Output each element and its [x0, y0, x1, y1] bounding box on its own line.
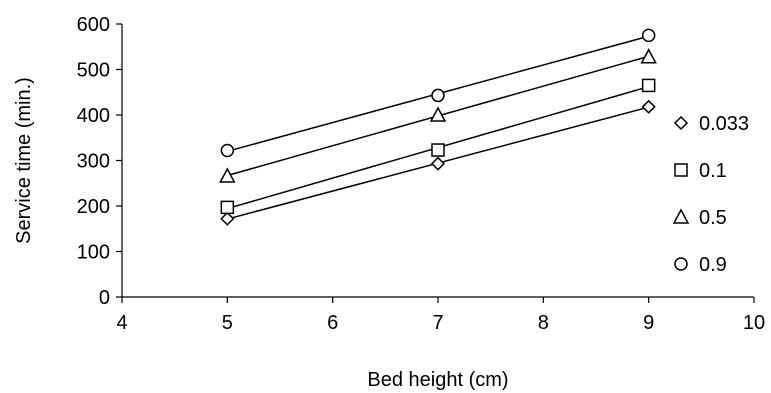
- legend-marker-triangle: [672, 208, 690, 224]
- x-tick-label: 10: [743, 312, 765, 334]
- y-tick-label: 600: [77, 14, 110, 36]
- y-tick-label: 400: [77, 105, 110, 127]
- legend-marker-circle: [674, 257, 688, 271]
- data-point-square: [641, 78, 656, 93]
- x-tick-label: 5: [222, 312, 233, 334]
- legend-label: 0.1: [699, 160, 727, 182]
- y-tick-label: 100: [77, 242, 110, 264]
- data-point-diamond: [430, 156, 446, 171]
- data-point-circle: [431, 88, 445, 103]
- data-point-diamond: [641, 99, 656, 114]
- y-tick-label: 200: [77, 196, 110, 218]
- data-point-square: [431, 143, 445, 157]
- legend-label: 0.033: [699, 113, 749, 135]
- y-tick-label: 300: [77, 151, 110, 173]
- data-point-diamond: [220, 211, 235, 226]
- y-axis-title: Service time (min.): [13, 77, 35, 244]
- x-tick-label: 4: [116, 312, 127, 334]
- data-point-circle: [641, 28, 656, 43]
- x-axis-title: Bed height (cm): [367, 369, 508, 391]
- data-point-triangle: [429, 106, 447, 122]
- legend-marker-diamond: [673, 115, 689, 131]
- trendlines: [227, 35, 649, 220]
- x-tick-label: 8: [538, 312, 549, 334]
- data-markers: [219, 28, 657, 226]
- data-point-triangle: [219, 167, 236, 183]
- legend-label: 0.9: [699, 254, 727, 276]
- data-point-triangle: [640, 48, 657, 64]
- x-tick-label: 6: [327, 312, 338, 334]
- data-point-circle: [220, 143, 235, 158]
- legend: 0.033 0.1 0.5 0.9: [672, 113, 749, 276]
- axes: 0 100 200 300 400 500 600 4 5 6 7 8 9 10: [77, 14, 766, 334]
- y-tick-label: 0: [99, 287, 110, 309]
- legend-label: 0.5: [699, 207, 727, 229]
- x-tick-label: 7: [432, 312, 443, 334]
- legend-marker-square: [674, 163, 688, 177]
- y-tick-label: 500: [77, 60, 110, 82]
- data-point-square: [220, 200, 235, 215]
- x-tick-label: 9: [643, 312, 654, 334]
